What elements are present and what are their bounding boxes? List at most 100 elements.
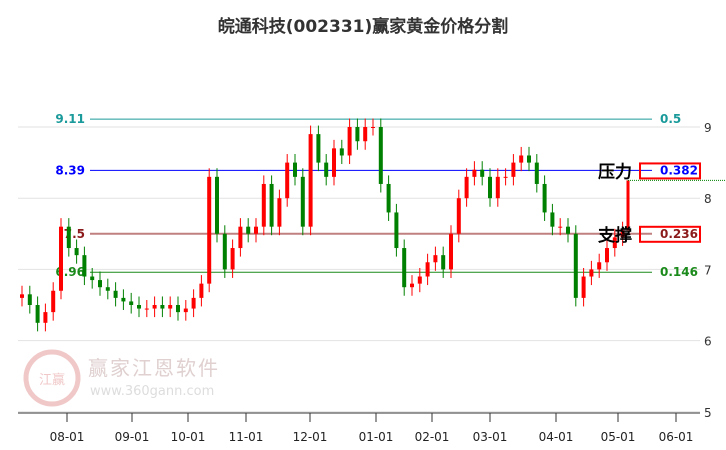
candle-body	[441, 255, 446, 270]
candle-body	[43, 312, 48, 323]
candle-body	[612, 237, 617, 249]
candle-body	[464, 176, 469, 199]
candle-body	[27, 294, 32, 305]
y-tick-label: 5	[704, 406, 712, 420]
candle-body	[277, 198, 282, 227]
level-price-label: 9.11	[55, 112, 85, 126]
candle-body	[511, 162, 516, 177]
candle-body	[550, 212, 555, 227]
support-label: 支撑	[598, 225, 632, 246]
watermark-seal-text: 江赢	[39, 372, 65, 388]
candle-body	[230, 248, 235, 270]
candle-body	[66, 226, 71, 249]
x-tick-label: 08-01	[50, 430, 85, 444]
candle-body	[371, 127, 375, 128]
candle-body	[386, 183, 391, 213]
candle-body	[527, 155, 531, 163]
candle-body	[417, 276, 422, 284]
candle-body	[137, 305, 141, 309]
candle-body	[90, 276, 95, 281]
candle-body	[269, 183, 274, 227]
candle-body	[488, 176, 492, 199]
candle-body	[324, 162, 329, 177]
candle-body	[542, 183, 547, 213]
candle-body	[121, 297, 126, 302]
candle-body	[449, 233, 453, 270]
level-ratio-label: 0.5	[660, 112, 681, 126]
candle-body	[300, 176, 305, 227]
candle-body	[394, 212, 399, 249]
level-ratio-box	[639, 225, 701, 243]
candle-body	[495, 176, 500, 199]
candle-body	[98, 280, 102, 288]
candle-body	[215, 176, 219, 234]
candle-body	[74, 248, 79, 256]
level-ratio-label: 0.382	[660, 163, 698, 177]
candle-body	[347, 127, 352, 156]
x-tick-label: 06-01	[659, 430, 694, 444]
candle-body	[355, 127, 360, 142]
candle-body	[503, 176, 508, 178]
candle-body	[425, 262, 430, 277]
candle-body	[605, 248, 609, 263]
candle-body	[152, 305, 157, 309]
candle-body	[51, 290, 56, 313]
candle-body	[581, 276, 586, 298]
level-price-label: 8.39	[55, 163, 85, 177]
x-tick-label: 05-01	[601, 430, 636, 444]
level-ratio-label: 0.236	[660, 227, 698, 241]
candle-body	[597, 262, 602, 270]
candle-body	[254, 226, 258, 234]
candle-body	[378, 127, 383, 184]
candle-body	[589, 269, 594, 277]
candle-body	[480, 169, 485, 177]
candle-body	[207, 176, 212, 284]
y-tick-label: 9	[704, 121, 712, 135]
candle-body	[558, 226, 563, 228]
candle-body	[363, 127, 368, 142]
candle-body	[456, 198, 461, 234]
candle-body	[222, 233, 227, 270]
candle-body	[339, 148, 344, 156]
candle-body	[410, 283, 414, 288]
candle-body	[59, 226, 63, 291]
candle-body	[168, 305, 173, 309]
x-tick-label: 10-01	[171, 430, 206, 444]
candle-body	[285, 162, 290, 199]
candle-body	[82, 255, 87, 277]
candle-body	[191, 297, 196, 309]
candle-body	[20, 294, 24, 298]
candle-body	[238, 226, 243, 249]
candle-body	[176, 305, 180, 313]
candle-body	[246, 226, 251, 234]
x-tick-label: 02-01	[415, 430, 450, 444]
x-tick-label: 04-01	[539, 430, 574, 444]
x-tick-label: 03-01	[473, 430, 508, 444]
candle-body	[472, 169, 477, 177]
candle-body	[620, 230, 625, 238]
candle-body	[261, 183, 266, 227]
y-tick-label: 7	[704, 263, 712, 277]
candle-body	[402, 248, 407, 288]
resistance-label: 压力	[598, 161, 632, 182]
level-ratio-label: 0.146	[660, 265, 698, 279]
candle-body	[144, 308, 149, 310]
candle-body	[160, 305, 165, 309]
candle-body	[573, 233, 578, 298]
candle-body	[105, 287, 110, 291]
candle-body	[534, 162, 539, 184]
candle-body	[183, 308, 188, 313]
candle-body	[129, 301, 134, 305]
candle-body	[293, 162, 297, 177]
y-tick-label: 6	[704, 335, 712, 349]
candle-body	[566, 226, 570, 234]
chart-title: 皖通科技(002331)赢家黄金价格分割	[217, 17, 509, 37]
candle-body	[519, 155, 524, 163]
candle-body	[199, 283, 204, 298]
candle-body	[316, 134, 321, 163]
x-tick-label: 09-01	[115, 430, 150, 444]
candle-body	[308, 134, 313, 227]
candle-body	[433, 255, 438, 263]
candle-body	[332, 148, 336, 177]
